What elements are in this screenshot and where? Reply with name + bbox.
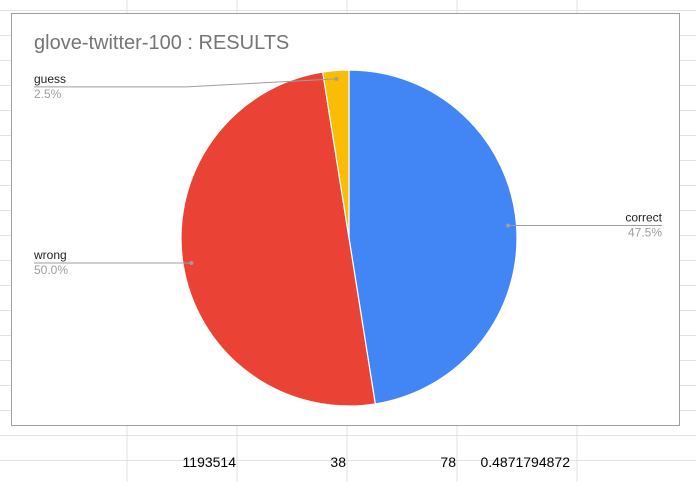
pie-slice-guess[interactable] — [322, 69, 350, 239]
slice-label-wrong: wrong — [33, 248, 67, 262]
chart-title: glove-twitter-100 : RESULTS — [34, 32, 290, 54]
slice-percent-wrong: 50.0% — [34, 263, 68, 277]
pie-slice-wrong[interactable] — [180, 71, 376, 407]
cell-value-1[interactable]: 1193514 — [182, 454, 236, 470]
cell-value-3[interactable]: 78 — [440, 454, 456, 470]
pie-chart[interactable]: glove-twitter-100 : RESULTS correct 47.5%… — [11, 13, 680, 426]
leader-line-guess — [34, 78, 337, 88]
slice-percent-guess: 2.5% — [34, 87, 62, 101]
cell-value-2[interactable]: 38 — [330, 454, 346, 470]
slice-percent-correct: 47.5% — [628, 225, 662, 239]
slice-label-guess: guess — [34, 72, 66, 86]
pie-slice-correct[interactable] — [348, 69, 518, 405]
cell-value-4[interactable]: 0.4871794872 — [480, 454, 570, 470]
slice-label-correct: correct — [625, 210, 662, 224]
